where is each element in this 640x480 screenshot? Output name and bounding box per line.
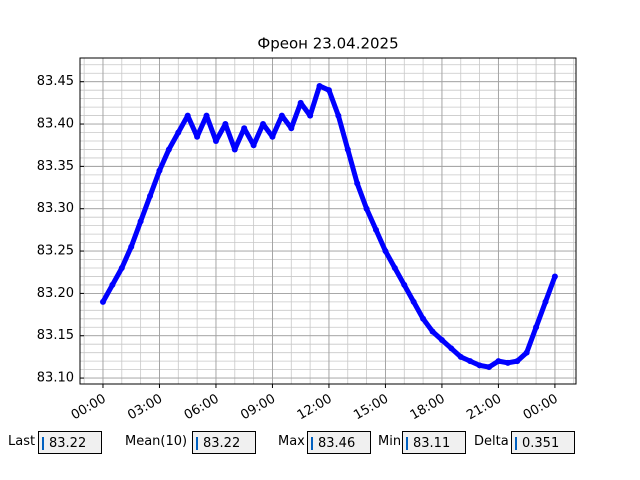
data-point bbox=[203, 112, 210, 119]
data-point bbox=[222, 121, 229, 128]
data-point bbox=[410, 298, 417, 305]
x-tick-label: 03:00 bbox=[125, 392, 165, 420]
data-point bbox=[457, 353, 464, 360]
y-tick-label: 83.35 bbox=[37, 159, 74, 174]
data-point bbox=[438, 336, 445, 343]
data-point bbox=[401, 281, 408, 288]
y-tick-label: 83.25 bbox=[37, 244, 74, 259]
x-tick-label: 00:00 bbox=[521, 392, 561, 420]
data-point bbox=[344, 146, 351, 153]
data-point bbox=[147, 193, 154, 200]
data-point bbox=[194, 133, 201, 140]
stat-field[interactable]: 83.22 bbox=[38, 431, 102, 454]
data-point bbox=[373, 226, 380, 233]
stat-label: Mean(10) bbox=[125, 434, 188, 449]
data-point bbox=[212, 137, 219, 144]
stat-field[interactable]: 83.11 bbox=[402, 431, 466, 454]
data-point bbox=[533, 324, 540, 331]
data-point bbox=[128, 243, 135, 250]
data-point bbox=[165, 146, 172, 153]
x-tick-label: 12:00 bbox=[295, 392, 335, 420]
stat-label: Max bbox=[278, 434, 305, 449]
stat-label: Last bbox=[8, 434, 36, 449]
data-point bbox=[523, 349, 530, 356]
data-point bbox=[476, 362, 483, 369]
data-point bbox=[514, 358, 521, 365]
stat-field[interactable]: 0.351 bbox=[511, 431, 575, 454]
y-tick-label: 83.45 bbox=[37, 74, 74, 89]
y-tick-label: 83.15 bbox=[37, 328, 74, 343]
chart-title: Фреон 23.04.2025 bbox=[257, 35, 398, 53]
data-point bbox=[495, 358, 502, 365]
data-point bbox=[297, 99, 304, 106]
data-point bbox=[269, 133, 276, 140]
data-point bbox=[99, 298, 106, 305]
chart: Фреон 23.04.2025 83.10 83.15 83.20 83.25 83.… bbox=[37, 35, 577, 420]
data-point bbox=[542, 298, 549, 305]
stat-label: Delta bbox=[474, 434, 509, 449]
x-tick-label: 00:00 bbox=[69, 392, 109, 420]
data-point bbox=[363, 205, 370, 212]
data-point bbox=[391, 264, 398, 271]
plot-frame bbox=[79, 57, 577, 385]
data-point bbox=[288, 125, 295, 132]
data-point bbox=[137, 218, 144, 225]
x-tick-label: 06:00 bbox=[182, 392, 222, 420]
data-point bbox=[325, 87, 332, 94]
data-point bbox=[156, 167, 163, 174]
y-tick-label: 83.40 bbox=[37, 117, 74, 132]
x-tick-label: 09:00 bbox=[238, 392, 278, 420]
stat-label: Min bbox=[378, 434, 402, 449]
data-point bbox=[316, 82, 323, 89]
data-point bbox=[109, 281, 116, 288]
x-tick-label: 15:00 bbox=[351, 392, 391, 420]
stat-field[interactable]: 83.22 bbox=[192, 431, 256, 454]
data-point bbox=[118, 264, 125, 271]
stat-field[interactable]: 83.46 bbox=[307, 431, 371, 454]
data-point bbox=[241, 125, 248, 132]
data-point bbox=[231, 146, 238, 153]
data-point bbox=[467, 358, 474, 365]
data-point bbox=[278, 112, 285, 119]
data-point bbox=[307, 112, 314, 119]
data-point bbox=[486, 364, 493, 371]
y-tick-label: 83.30 bbox=[37, 201, 74, 216]
data-point bbox=[420, 315, 427, 322]
data-point bbox=[354, 180, 361, 187]
data-point bbox=[335, 112, 342, 119]
data-point bbox=[382, 248, 389, 255]
data-point bbox=[184, 112, 191, 119]
data-point bbox=[551, 273, 558, 280]
data-point bbox=[260, 121, 267, 128]
y-tick-label: 83.10 bbox=[37, 371, 74, 386]
data-point bbox=[448, 345, 455, 352]
data-point bbox=[175, 129, 182, 136]
x-tick-label: 21:00 bbox=[464, 392, 504, 420]
x-tick-label: 18:00 bbox=[408, 392, 448, 420]
data-point bbox=[250, 142, 257, 149]
data-point bbox=[429, 328, 436, 335]
y-tick-label: 83.20 bbox=[37, 286, 74, 301]
data-point bbox=[504, 359, 511, 366]
